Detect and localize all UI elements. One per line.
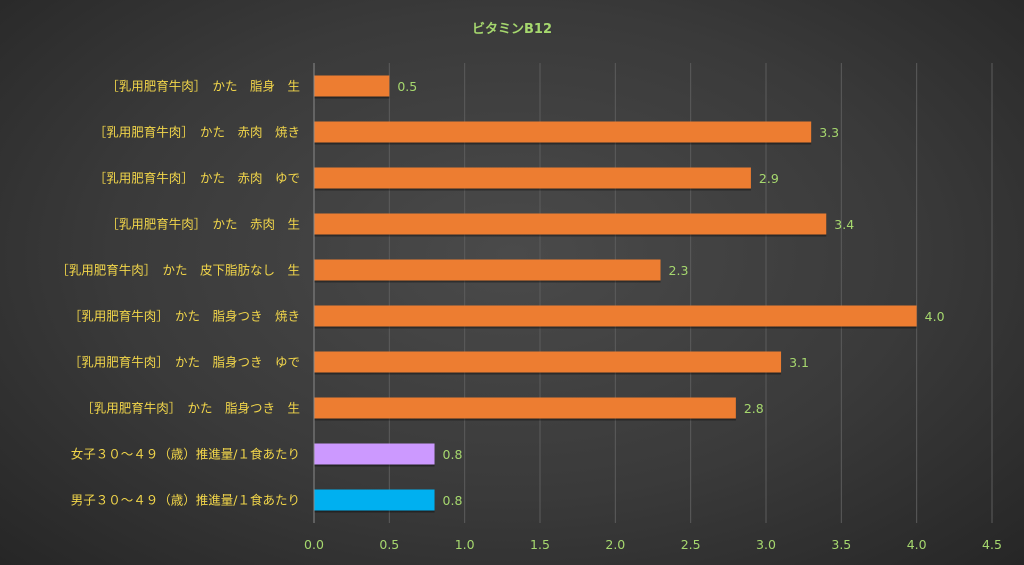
category-label: ［乳用肥育牛肉］ かた 赤肉 焼き [94, 125, 300, 140]
bar [314, 259, 661, 281]
data-label: 3.1 [789, 355, 809, 370]
x-tick-label: 4.0 [907, 537, 927, 552]
data-labels: 0.5 3.3 2.9 3.4 2.3 4.0 3.1 2.8 0.8 0.8 [397, 79, 944, 508]
category-label: ［乳用肥育牛肉］ かた 脂身つき 生 [81, 401, 300, 416]
data-label: 2.3 [669, 263, 689, 278]
category-label: 男子３０～４９（歳）推進量/１食あたり [71, 493, 300, 508]
bar [314, 397, 736, 419]
category-label: ［乳用肥育牛肉］ かた 赤肉 生 [106, 217, 300, 232]
chart-title: ビタミンB12 [472, 21, 552, 37]
x-axis-ticks: 0.0 0.5 1.0 1.5 2.0 2.5 3.0 3.5 4.0 4.5 [304, 537, 1002, 552]
x-tick-label: 3.0 [756, 537, 776, 552]
data-label: 4.0 [925, 309, 945, 324]
bar [314, 489, 435, 511]
category-label: ［乳用肥育牛肉］ かた 皮下脂肪なし 生 [56, 263, 300, 278]
data-label: 3.4 [834, 217, 854, 232]
data-label: 3.3 [819, 125, 839, 140]
x-tick-label: 0.5 [379, 537, 399, 552]
bar [314, 351, 782, 373]
data-label: 2.9 [759, 171, 779, 186]
category-label: 女子３０～４９（歳）推進量/１食あたり [71, 447, 300, 462]
x-tick-label: 2.0 [605, 537, 625, 552]
x-tick-label: 4.5 [982, 537, 1002, 552]
x-tick-label: 1.0 [455, 537, 475, 552]
category-label: ［乳用肥育牛肉］ かた 脂身つき 焼き [69, 309, 300, 324]
bar [314, 75, 390, 97]
category-label: ［乳用肥育牛肉］ かた 脂身つき ゆで [69, 355, 300, 370]
data-label: 0.8 [443, 447, 463, 462]
x-tick-label: 0.0 [304, 537, 324, 552]
bar [314, 443, 435, 465]
bars [314, 75, 917, 513]
x-tick-label: 3.5 [831, 537, 851, 552]
bar [314, 213, 827, 235]
data-label: 2.8 [744, 401, 764, 416]
bar [314, 305, 917, 327]
data-label: 0.8 [443, 493, 463, 508]
category-labels: ［乳用肥育牛肉］ かた 脂身 生 ［乳用肥育牛肉］ かた 赤肉 焼き ［乳用肥育牛肉… [56, 79, 300, 508]
bar [314, 167, 751, 189]
category-label: ［乳用肥育牛肉］ かた 赤肉 ゆで [94, 171, 300, 186]
category-label: ［乳用肥育牛肉］ かた 脂身 生 [106, 79, 300, 94]
bar [314, 121, 812, 143]
data-label: 0.5 [397, 79, 417, 94]
x-tick-label: 2.5 [681, 537, 701, 552]
x-tick-label: 1.5 [530, 537, 550, 552]
